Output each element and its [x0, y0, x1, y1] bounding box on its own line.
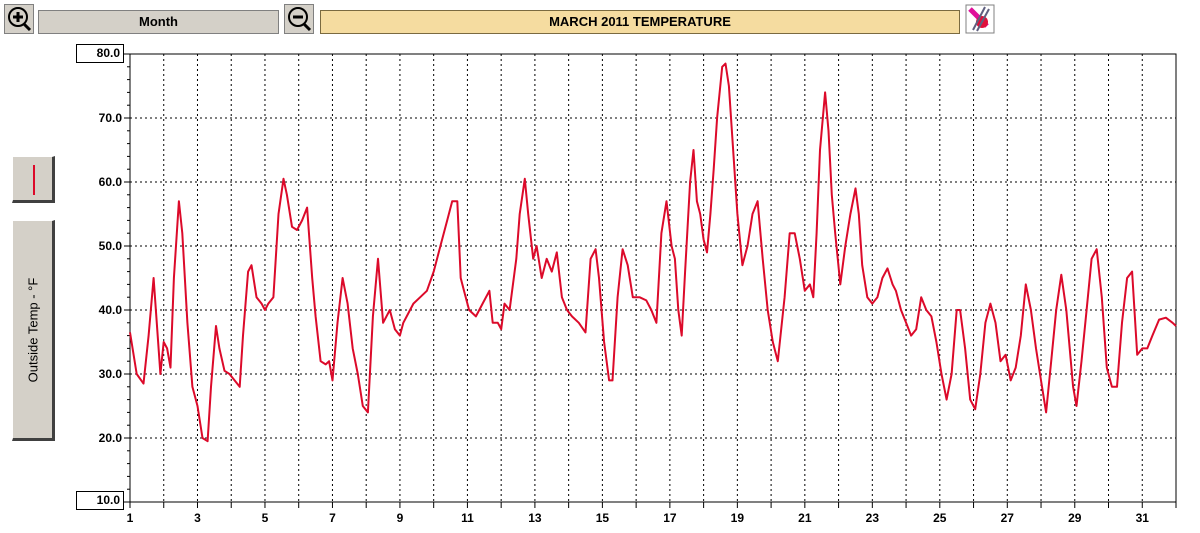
x-tick-label: 25 [933, 511, 947, 525]
y-axis-max-label: 80.0 [76, 44, 124, 63]
zoom-out-icon [288, 7, 312, 32]
series-line [129, 62, 1177, 443]
zoom-out-button[interactable] [284, 4, 314, 34]
x-tick-label: 17 [663, 511, 677, 525]
x-tick-label: 9 [397, 511, 404, 525]
x-tick-label: 29 [1068, 511, 1082, 525]
period-selector[interactable]: Month [38, 10, 279, 34]
y-tick-label: 60.0 [99, 175, 123, 189]
chart-title: MARCH 2011 TEMPERATURE [320, 10, 960, 34]
x-tick-label: 11 [461, 511, 474, 525]
y-tick-label: 70.0 [99, 111, 123, 125]
x-tick-label: 1 [127, 511, 134, 525]
x-tick-label: 13 [528, 511, 542, 525]
y-tick-label: 40.0 [99, 303, 123, 317]
x-tick-label: 23 [866, 511, 880, 525]
y-axis-min-label: 10.0 [76, 491, 124, 510]
x-tick-label: 5 [262, 511, 269, 525]
y-axis-selector-button[interactable]: Outside Temp - °F [12, 220, 55, 441]
x-tick-label: 3 [194, 511, 201, 525]
print-pencil-icon [965, 4, 995, 34]
zoom-in-button[interactable] [4, 4, 34, 34]
x-tick-label: 7 [329, 511, 336, 525]
x-tick-label: 21 [798, 511, 812, 525]
zoom-in-icon [8, 7, 32, 32]
print-button[interactable] [965, 4, 995, 34]
x-tick-label: 27 [1001, 511, 1015, 525]
y-tick-label: 30.0 [99, 367, 123, 381]
x-tick-label: 31 [1136, 511, 1150, 525]
series-color-swatch [33, 165, 35, 195]
x-tick-label: 15 [596, 511, 610, 525]
y-tick-label: 50.0 [99, 239, 123, 253]
series-legend-button[interactable] [12, 156, 55, 203]
y-tick-label: 20.0 [99, 431, 123, 445]
x-tick-label: 19 [731, 511, 745, 525]
plot-area [129, 53, 1177, 503]
